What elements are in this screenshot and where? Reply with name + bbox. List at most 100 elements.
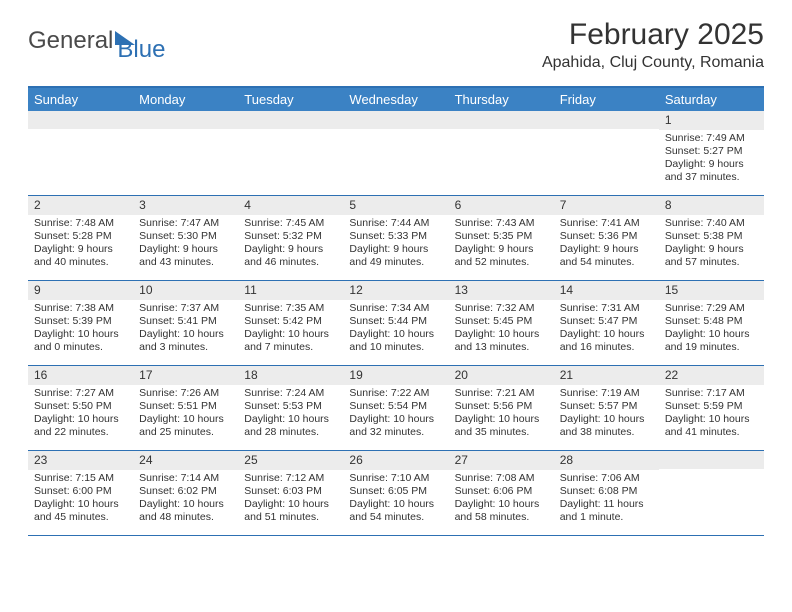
title-block: February 2025 Apahida, Cluj County, Roma… <box>542 18 764 72</box>
day-body <box>28 129 133 135</box>
day-body: Sunrise: 7:17 AMSunset: 5:59 PMDaylight:… <box>659 385 764 444</box>
week-row: 23Sunrise: 7:15 AMSunset: 6:00 PMDayligh… <box>28 451 764 536</box>
dayhead-wednesday: Wednesday <box>343 88 448 111</box>
brand-part2: Blue <box>117 36 165 64</box>
sunrise-text: Sunrise: 7:22 AM <box>349 387 442 400</box>
sunrise-text: Sunrise: 7:35 AM <box>244 302 337 315</box>
sunset-text: Sunset: 5:30 PM <box>139 230 232 243</box>
dayhead-thursday: Thursday <box>449 88 554 111</box>
day-cell: 3Sunrise: 7:47 AMSunset: 5:30 PMDaylight… <box>133 196 238 280</box>
daylight-text: Daylight: 9 hours and 40 minutes. <box>34 243 127 269</box>
day-body: Sunrise: 7:48 AMSunset: 5:28 PMDaylight:… <box>28 215 133 274</box>
day-cell: 20Sunrise: 7:21 AMSunset: 5:56 PMDayligh… <box>449 366 554 450</box>
sunset-text: Sunset: 5:36 PM <box>560 230 653 243</box>
sunrise-text: Sunrise: 7:29 AM <box>665 302 758 315</box>
sunset-text: Sunset: 5:41 PM <box>139 315 232 328</box>
day-body: Sunrise: 7:34 AMSunset: 5:44 PMDaylight:… <box>343 300 448 359</box>
day-body <box>133 129 238 135</box>
day-cell: 9Sunrise: 7:38 AMSunset: 5:39 PMDaylight… <box>28 281 133 365</box>
daylight-text: Daylight: 9 hours and 37 minutes. <box>665 158 758 184</box>
day-body <box>449 129 554 135</box>
sunset-text: Sunset: 5:56 PM <box>455 400 548 413</box>
sunrise-text: Sunrise: 7:32 AM <box>455 302 548 315</box>
day-cell: 10Sunrise: 7:37 AMSunset: 5:41 PMDayligh… <box>133 281 238 365</box>
sunrise-text: Sunrise: 7:41 AM <box>560 217 653 230</box>
sunrise-text: Sunrise: 7:31 AM <box>560 302 653 315</box>
daylight-text: Daylight: 10 hours and 58 minutes. <box>455 498 548 524</box>
daylight-text: Daylight: 9 hours and 49 minutes. <box>349 243 442 269</box>
day-number: 9 <box>28 281 133 300</box>
day-body: Sunrise: 7:37 AMSunset: 5:41 PMDaylight:… <box>133 300 238 359</box>
sunset-text: Sunset: 5:57 PM <box>560 400 653 413</box>
daylight-text: Daylight: 9 hours and 57 minutes. <box>665 243 758 269</box>
day-cell: 19Sunrise: 7:22 AMSunset: 5:54 PMDayligh… <box>343 366 448 450</box>
day-cell <box>449 111 554 195</box>
week-row: 2Sunrise: 7:48 AMSunset: 5:28 PMDaylight… <box>28 196 764 281</box>
daylight-text: Daylight: 10 hours and 25 minutes. <box>139 413 232 439</box>
day-number: 14 <box>554 281 659 300</box>
day-body: Sunrise: 7:45 AMSunset: 5:32 PMDaylight:… <box>238 215 343 274</box>
day-cell: 18Sunrise: 7:24 AMSunset: 5:53 PMDayligh… <box>238 366 343 450</box>
sunset-text: Sunset: 5:39 PM <box>34 315 127 328</box>
day-cell: 2Sunrise: 7:48 AMSunset: 5:28 PMDaylight… <box>28 196 133 280</box>
day-cell: 22Sunrise: 7:17 AMSunset: 5:59 PMDayligh… <box>659 366 764 450</box>
day-number: 17 <box>133 366 238 385</box>
day-cell <box>133 111 238 195</box>
day-cell: 23Sunrise: 7:15 AMSunset: 6:00 PMDayligh… <box>28 451 133 535</box>
day-body: Sunrise: 7:08 AMSunset: 6:06 PMDaylight:… <box>449 470 554 529</box>
daylight-text: Daylight: 10 hours and 32 minutes. <box>349 413 442 439</box>
sunset-text: Sunset: 5:54 PM <box>349 400 442 413</box>
day-cell: 8Sunrise: 7:40 AMSunset: 5:38 PMDaylight… <box>659 196 764 280</box>
sunset-text: Sunset: 5:50 PM <box>34 400 127 413</box>
dayhead-saturday: Saturday <box>659 88 764 111</box>
day-number: 18 <box>238 366 343 385</box>
sunset-text: Sunset: 6:02 PM <box>139 485 232 498</box>
sunrise-text: Sunrise: 7:19 AM <box>560 387 653 400</box>
day-number: 3 <box>133 196 238 215</box>
day-cell: 16Sunrise: 7:27 AMSunset: 5:50 PMDayligh… <box>28 366 133 450</box>
sunrise-text: Sunrise: 7:45 AM <box>244 217 337 230</box>
location-label: Apahida, Cluj County, Romania <box>542 54 764 72</box>
daylight-text: Daylight: 10 hours and 7 minutes. <box>244 328 337 354</box>
sunrise-text: Sunrise: 7:24 AM <box>244 387 337 400</box>
day-cell: 6Sunrise: 7:43 AMSunset: 5:35 PMDaylight… <box>449 196 554 280</box>
day-cell: 1Sunrise: 7:49 AMSunset: 5:27 PMDaylight… <box>659 111 764 195</box>
day-body <box>554 129 659 135</box>
sunset-text: Sunset: 6:05 PM <box>349 485 442 498</box>
daylight-text: Daylight: 10 hours and 45 minutes. <box>34 498 127 524</box>
day-body: Sunrise: 7:49 AMSunset: 5:27 PMDaylight:… <box>659 130 764 189</box>
day-body <box>238 129 343 135</box>
sunrise-text: Sunrise: 7:12 AM <box>244 472 337 485</box>
day-number: 19 <box>343 366 448 385</box>
day-number: 22 <box>659 366 764 385</box>
day-body <box>659 469 764 475</box>
daylight-text: Daylight: 10 hours and 41 minutes. <box>665 413 758 439</box>
day-number: 21 <box>554 366 659 385</box>
day-body: Sunrise: 7:24 AMSunset: 5:53 PMDaylight:… <box>238 385 343 444</box>
daylight-text: Daylight: 9 hours and 54 minutes. <box>560 243 653 269</box>
sunset-text: Sunset: 5:32 PM <box>244 230 337 243</box>
day-body: Sunrise: 7:29 AMSunset: 5:48 PMDaylight:… <box>659 300 764 359</box>
day-cell: 12Sunrise: 7:34 AMSunset: 5:44 PMDayligh… <box>343 281 448 365</box>
day-cell: 17Sunrise: 7:26 AMSunset: 5:51 PMDayligh… <box>133 366 238 450</box>
sunset-text: Sunset: 5:48 PM <box>665 315 758 328</box>
day-cell: 11Sunrise: 7:35 AMSunset: 5:42 PMDayligh… <box>238 281 343 365</box>
day-cell <box>554 111 659 195</box>
day-number: 15 <box>659 281 764 300</box>
day-body: Sunrise: 7:47 AMSunset: 5:30 PMDaylight:… <box>133 215 238 274</box>
week-row: 1Sunrise: 7:49 AMSunset: 5:27 PMDaylight… <box>28 111 764 196</box>
day-body: Sunrise: 7:12 AMSunset: 6:03 PMDaylight:… <box>238 470 343 529</box>
day-cell: 13Sunrise: 7:32 AMSunset: 5:45 PMDayligh… <box>449 281 554 365</box>
day-number: 20 <box>449 366 554 385</box>
day-cell: 5Sunrise: 7:44 AMSunset: 5:33 PMDaylight… <box>343 196 448 280</box>
dayhead-tuesday: Tuesday <box>238 88 343 111</box>
calendar: Sunday Monday Tuesday Wednesday Thursday… <box>28 86 764 536</box>
day-number: 11 <box>238 281 343 300</box>
sunrise-text: Sunrise: 7:06 AM <box>560 472 653 485</box>
day-cell: 7Sunrise: 7:41 AMSunset: 5:36 PMDaylight… <box>554 196 659 280</box>
daylight-text: Daylight: 10 hours and 10 minutes. <box>349 328 442 354</box>
sunset-text: Sunset: 5:51 PM <box>139 400 232 413</box>
day-body: Sunrise: 7:22 AMSunset: 5:54 PMDaylight:… <box>343 385 448 444</box>
brand-part1: General <box>28 27 113 55</box>
daylight-text: Daylight: 9 hours and 43 minutes. <box>139 243 232 269</box>
